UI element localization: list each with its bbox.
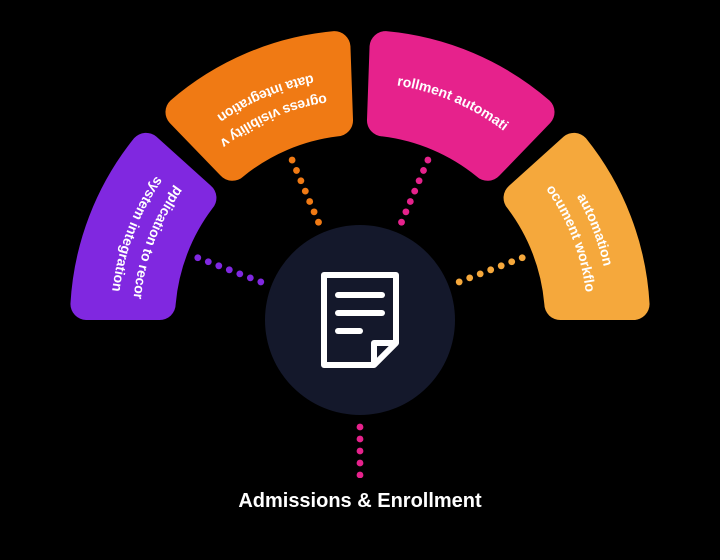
- connector-dot: [456, 279, 463, 286]
- connector-dot: [477, 270, 484, 277]
- connector-dot: [215, 262, 222, 269]
- connector-dot: [257, 279, 264, 286]
- title-connector-dot: [357, 448, 364, 455]
- connector-dot: [236, 270, 243, 277]
- connector-dot: [302, 188, 309, 195]
- title-connector-dot: [357, 460, 364, 467]
- connector-dot: [466, 274, 473, 281]
- connector-dot: [416, 177, 423, 184]
- connector-dot: [247, 274, 254, 281]
- title-text: Admissions & Enrollment: [238, 490, 481, 512]
- connector-dot: [226, 266, 233, 273]
- connector-dot: [508, 258, 515, 265]
- hub-circle: [265, 225, 455, 415]
- connector-dot: [311, 208, 318, 215]
- connector-dot: [205, 258, 212, 265]
- connector-dot: [403, 208, 410, 215]
- title-connector-dot: [357, 436, 364, 443]
- title-pill: Admissions & Enrollment: [210, 478, 509, 525]
- connector-dot: [519, 254, 526, 261]
- connector-dot: [306, 198, 313, 205]
- connector-dot: [411, 188, 418, 195]
- connector-dot: [315, 219, 322, 226]
- connector-dot: [420, 167, 427, 174]
- connector-dot: [298, 177, 305, 184]
- title-connector-dot: [357, 424, 364, 431]
- connector-dot: [293, 167, 300, 174]
- connector-dot: [289, 157, 296, 164]
- radial-chart: Application to recordsystem integrationP…: [0, 0, 720, 560]
- connector-dot: [398, 219, 405, 226]
- connector-dot: [498, 262, 505, 269]
- connector-dot: [194, 254, 201, 261]
- connector-dot: [424, 157, 431, 164]
- connector-dot: [407, 198, 414, 205]
- connector-dot: [487, 266, 494, 273]
- diagram-stage: Application to recordsystem integrationP…: [0, 0, 720, 560]
